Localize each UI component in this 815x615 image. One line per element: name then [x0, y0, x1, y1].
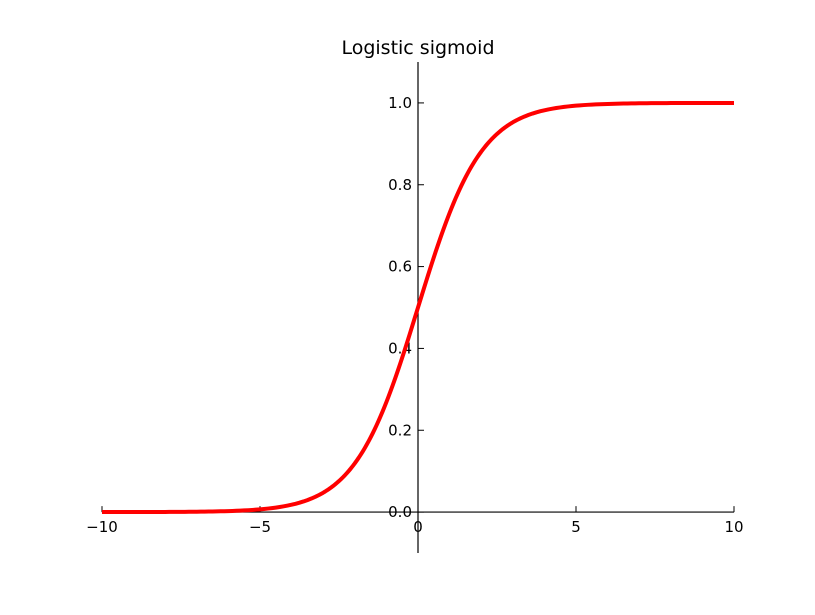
chart-title: Logistic sigmoid [341, 37, 494, 59]
x-tick-label: 5 [571, 518, 581, 536]
ticks: −10 −5 0 5 100.00.20.40.60.81.0 [86, 94, 743, 536]
x-tick-label: 0 [413, 518, 423, 536]
y-tick-label: 1.0 [388, 94, 412, 112]
y-tick-label: 0.8 [388, 176, 412, 194]
x-tick-label: 10 [724, 518, 743, 536]
x-tick-label: −10 [86, 518, 118, 536]
x-tick-label: −5 [249, 518, 271, 536]
y-tick-label: 0.6 [388, 258, 412, 276]
plot-area [101, 100, 735, 515]
y-tick-label: 0.2 [388, 421, 412, 439]
y-tick-label: 0.0 [388, 503, 412, 521]
